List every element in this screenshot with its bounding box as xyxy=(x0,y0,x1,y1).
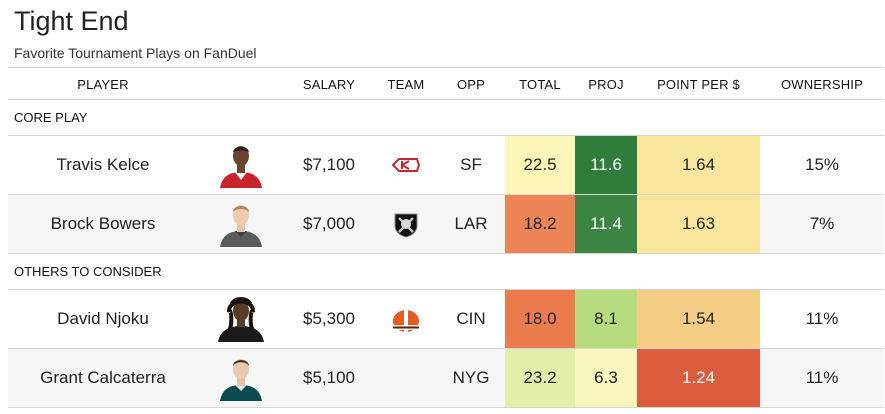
ownership: 11% xyxy=(805,309,839,328)
salary: $7,000 xyxy=(303,214,355,233)
header-salary[interactable]: SALARY xyxy=(302,77,356,92)
rankings-table: PLAYER SALARY TEAM OPP TOTAL PROJ POINT … xyxy=(8,67,884,408)
player-photo xyxy=(208,290,274,348)
player-headshot-icon xyxy=(220,359,262,401)
proj-cell: 11.4 xyxy=(575,195,637,253)
table-row: Travis Kelce $7,100 SF 22.5 11.6 1.64 15… xyxy=(8,136,884,195)
group-others-to-consider: OTHERS TO CONSIDER xyxy=(8,254,884,290)
player-name: Travis Kelce xyxy=(56,155,150,174)
header-point-per-dollar[interactable]: POINT PER $ xyxy=(657,77,740,92)
ownership: 15% xyxy=(804,155,840,174)
ownership: 11% xyxy=(805,368,839,387)
proj-cell: 11.6 xyxy=(575,136,637,194)
point-per-dollar-cell: 1.24 xyxy=(637,349,760,407)
total-cell: 18.2 xyxy=(505,195,575,253)
player-photo xyxy=(208,195,274,253)
total-cell: 23.2 xyxy=(505,349,575,407)
salary: $5,300 xyxy=(303,309,355,328)
opponent: LAR xyxy=(454,214,488,233)
point-per-dollar-cell: 1.64 xyxy=(637,136,760,194)
table-row: Grant Calcaterra $5,100 NYG 23.2 6.3 1.2… xyxy=(8,349,884,408)
table-row: Brock Bowers $7,000 LAR 18.2 11.4 1.63 7… xyxy=(8,195,884,254)
team-cell xyxy=(380,290,432,348)
ownership: 7% xyxy=(809,214,835,233)
player-headshot-icon xyxy=(218,297,264,342)
page-title: Tight End xyxy=(14,6,129,36)
total-cell: 22.5 xyxy=(505,136,575,194)
proj-cell: 8.1 xyxy=(575,290,637,348)
raiders-logo-icon xyxy=(394,213,418,238)
table-row: David Njoku $5,300 CIN 18.0 8.1 1.54 11% xyxy=(8,290,884,349)
page-subtitle: Favorite Tournament Plays on FanDuel xyxy=(14,45,257,61)
header-player[interactable]: PLAYER xyxy=(77,77,129,92)
opponent: SF xyxy=(460,155,482,174)
point-per-dollar-cell: 1.54 xyxy=(637,290,760,348)
point-per-dollar-cell: 1.63 xyxy=(637,195,760,253)
header-ownership[interactable]: OWNERSHIP xyxy=(781,77,863,92)
total-cell: 18.0 xyxy=(505,290,575,348)
browns-logo-icon xyxy=(393,310,419,332)
opponent: CIN xyxy=(456,309,486,328)
opponent: NYG xyxy=(452,368,490,387)
header-total[interactable]: TOTAL xyxy=(519,77,561,92)
team-cell xyxy=(380,195,432,253)
player-headshot-icon xyxy=(220,146,262,188)
player-name: Brock Bowers xyxy=(50,214,156,233)
salary: $5,100 xyxy=(303,368,355,387)
player-name: Grant Calcaterra xyxy=(40,368,166,387)
player-headshot-icon xyxy=(220,205,262,247)
chiefs-logo-icon xyxy=(391,158,421,172)
group-core-play: CORE PLAY xyxy=(8,100,884,136)
salary: $7,100 xyxy=(303,155,355,174)
player-photo xyxy=(208,136,274,194)
header-team[interactable]: TEAM xyxy=(387,77,425,92)
table-header: PLAYER SALARY TEAM OPP TOTAL PROJ POINT … xyxy=(8,67,884,100)
proj-cell: 6.3 xyxy=(575,349,637,407)
header-proj[interactable]: PROJ xyxy=(588,77,624,92)
team-cell xyxy=(380,136,432,194)
player-photo xyxy=(208,349,274,407)
team-cell xyxy=(380,349,432,407)
header-opp[interactable]: OPP xyxy=(456,77,486,92)
player-name: David Njoku xyxy=(57,309,149,328)
